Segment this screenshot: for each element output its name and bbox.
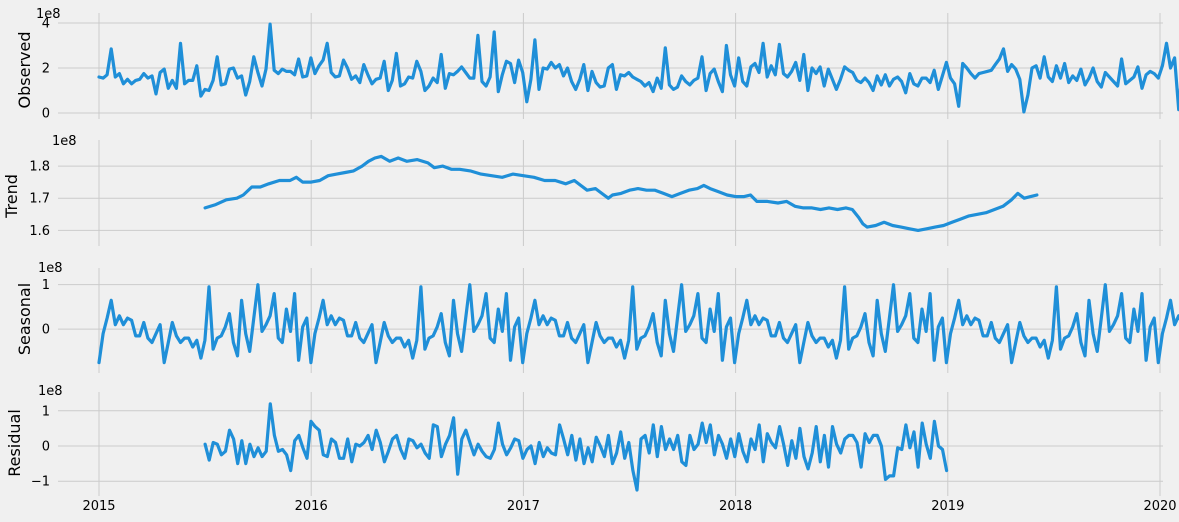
residual-tick-labels: −1 0 1 2015 2016 2017 2018 2019 2020 bbox=[31, 404, 1177, 514]
observed-panel: 1e8 Observed 0 2 4 bbox=[15, 7, 1179, 122]
residual-xtick-label-5: 2020 bbox=[1143, 499, 1176, 514]
observed-offset-text: 1e8 bbox=[36, 7, 61, 22]
residual-series bbox=[203, 402, 949, 492]
trend-offset-text: 1e8 bbox=[52, 134, 77, 149]
residual-offset-text: 1e8 bbox=[38, 384, 63, 399]
observed-ytick-label-0: 0 bbox=[42, 107, 50, 122]
seasonal-offset-text: 1e8 bbox=[38, 261, 63, 276]
seasonal-line bbox=[97, 283, 1179, 365]
trend-ytick-label-2: 1.8 bbox=[29, 160, 50, 175]
trend-series bbox=[203, 154, 1039, 232]
residual-xtick-label-1: 2016 bbox=[295, 499, 328, 514]
trend-panel: 1e8 Trend 1.6 1.7 1.8 bbox=[2, 134, 1163, 246]
residual-ylabel: Residual bbox=[5, 409, 24, 477]
seasonal-series bbox=[97, 283, 1179, 365]
seasonal-ytick-label-1: 1 bbox=[42, 278, 50, 293]
observed-ytick-label-1: 2 bbox=[42, 62, 50, 77]
observed-grid bbox=[58, 13, 1163, 119]
trend-line bbox=[203, 154, 1039, 232]
residual-ytick-label-0: −1 bbox=[31, 475, 50, 490]
observed-ylabel: Observed bbox=[15, 32, 34, 109]
seasonal-ytick-label-0: 0 bbox=[42, 323, 50, 338]
trend-ytick-label-0: 1.6 bbox=[29, 224, 50, 239]
observed-ytick-label-2: 4 bbox=[42, 17, 50, 32]
trend-tick-labels: 1.6 1.7 1.8 bbox=[29, 160, 50, 239]
seasonal-panel: 1e8 Seasonal 01 bbox=[15, 261, 1179, 373]
trend-ylabel: Trend bbox=[2, 174, 21, 219]
observed-series bbox=[97, 22, 1179, 114]
residual-panel: 1e8 Residual −1 0 1 2015 2016 2017 2018 2019 202… bbox=[5, 384, 1177, 514]
residual-xtick-label-4: 2019 bbox=[931, 499, 964, 514]
trend-ytick-label-1: 1.7 bbox=[29, 192, 50, 207]
residual-ytick-label-2: 1 bbox=[42, 404, 50, 419]
residual-xtick-label-3: 2018 bbox=[719, 499, 752, 514]
residual-line bbox=[203, 402, 949, 492]
residual-xtick-label-0: 2015 bbox=[82, 499, 115, 514]
observed-line bbox=[97, 22, 1179, 114]
seasonal-tick-labels: 01 bbox=[42, 278, 50, 338]
observed-tick-labels: 0 2 4 bbox=[42, 17, 50, 122]
residual-xtick-label-2: 2017 bbox=[507, 499, 540, 514]
residual-ytick-label-1: 0 bbox=[42, 440, 50, 455]
seasonal-ylabel: Seasonal bbox=[15, 283, 34, 355]
